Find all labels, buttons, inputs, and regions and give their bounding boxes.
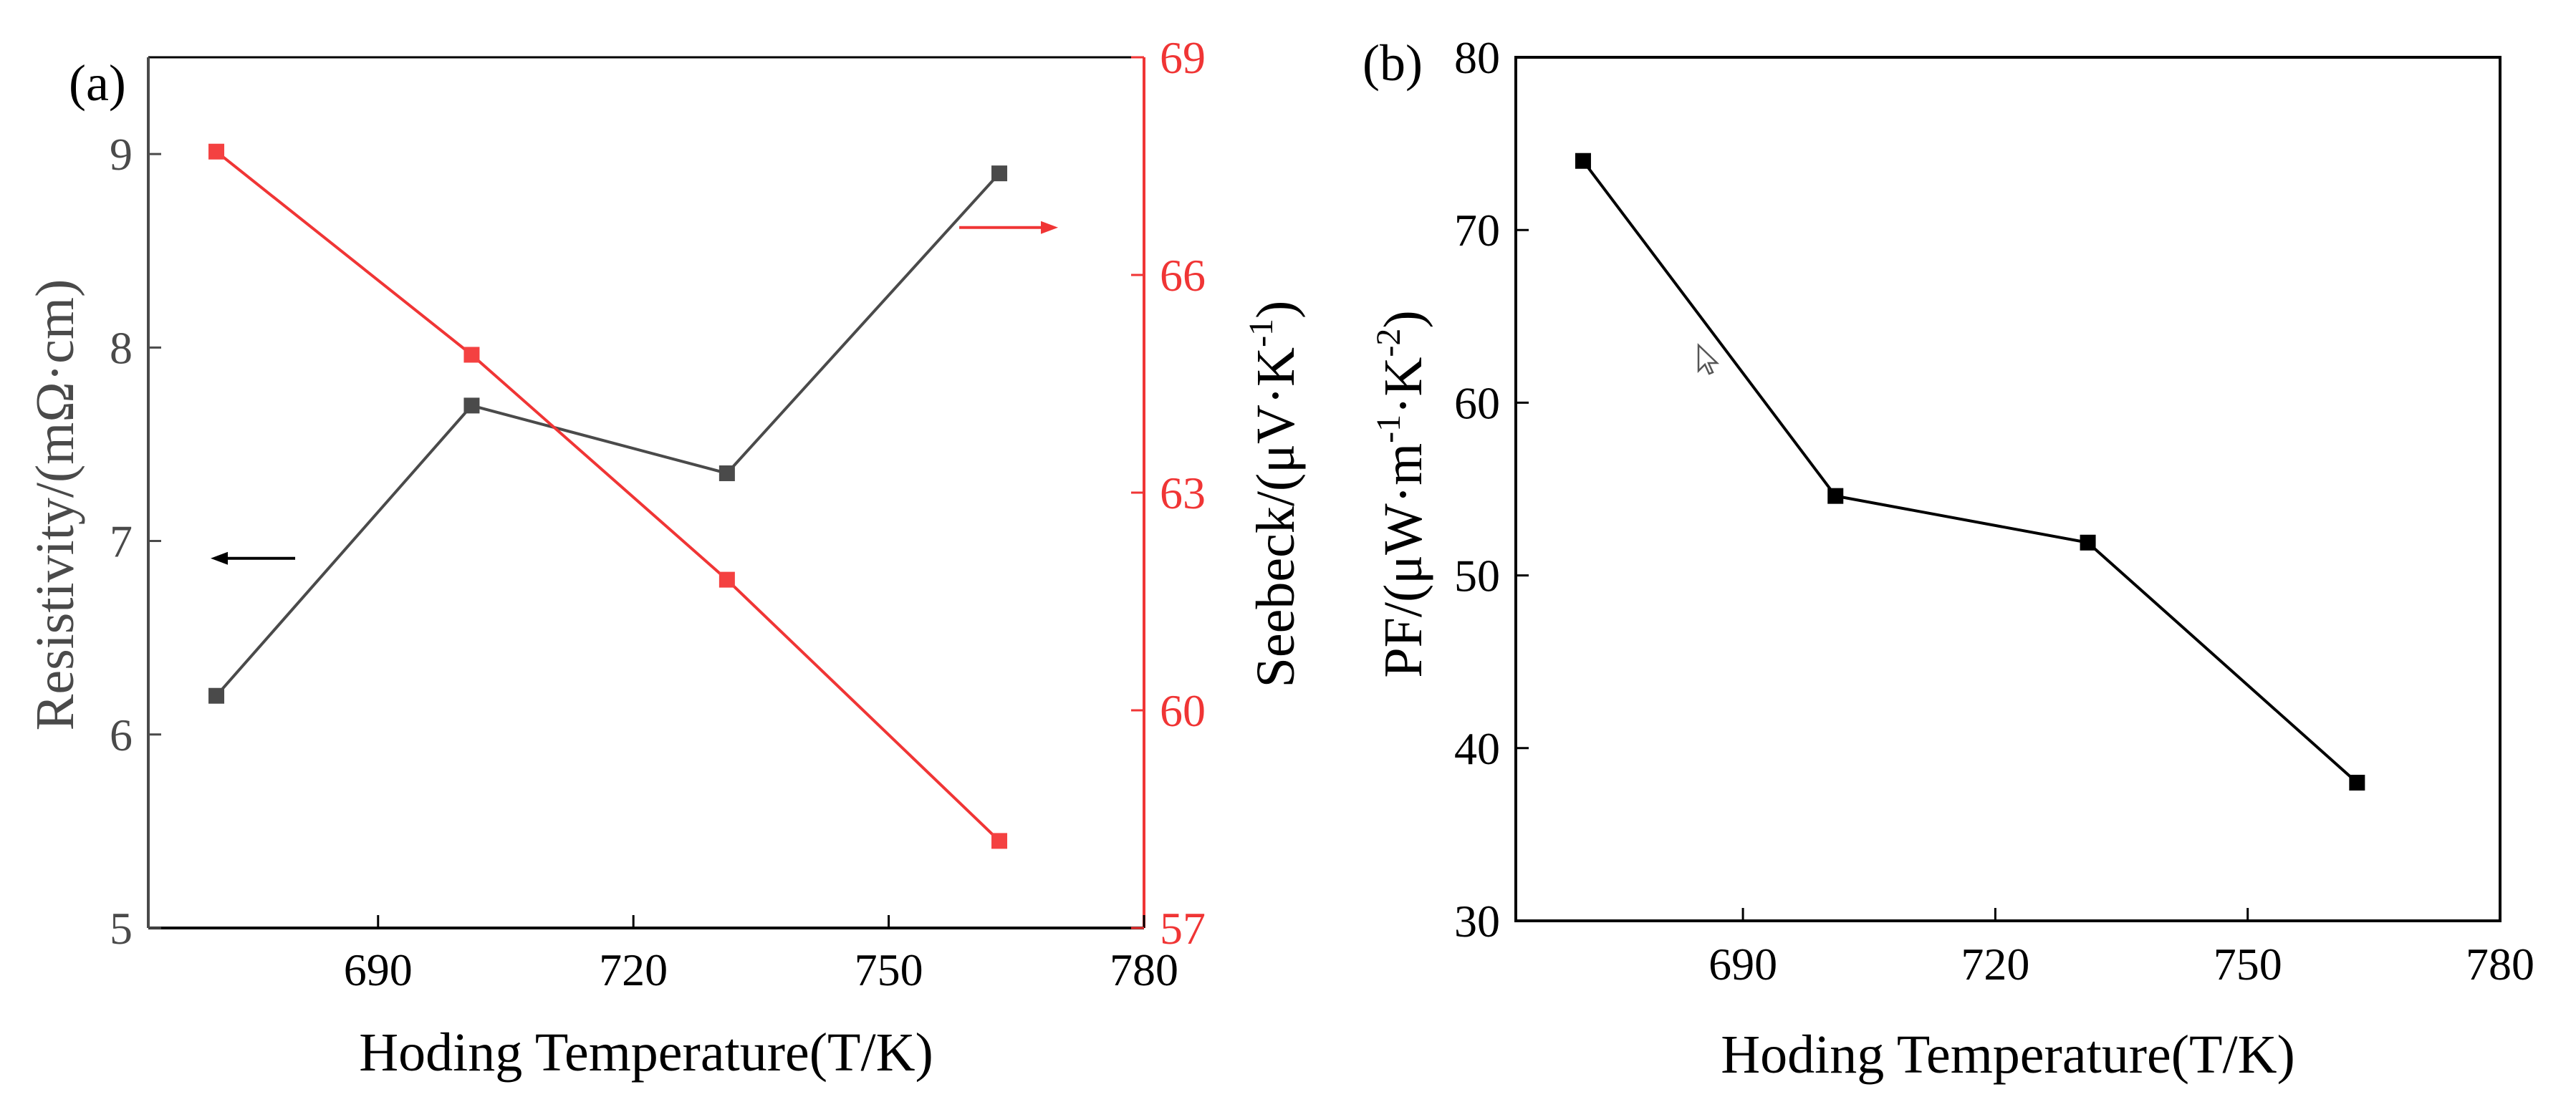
seebeck-series-line [215,150,1001,842]
pf-label-part1: PF/(μW·m [1373,443,1433,678]
panel-b-x-axis-title: Hoding Temperature(T/K) [1721,1025,2295,1085]
panel-a-annotations [211,221,1059,565]
panel-b-frame [1514,56,2501,922]
panel-a-left-tick-label: 9 [110,129,133,180]
panel-a-left-tick-label: 8 [110,322,133,373]
seebeck-label-end: ) [1246,301,1306,319]
resistivity-point [719,465,735,481]
pf-point [1827,488,1844,504]
seebeck-point [719,571,735,588]
pf-point [1575,153,1591,169]
panel-a-left-tick-label: 5 [110,903,133,954]
mouse-pointer-icon [1697,343,1720,375]
panel-b-y-tick-label: 50 [1454,551,1500,601]
panel-a-right-tick-label: 69 [1160,32,1206,83]
seebeck-axis-arrow-head [1041,221,1059,234]
resistivity-point [208,687,225,704]
panel-b-x-ticks: 690 720 750 780 [1708,908,2534,990]
pf-label-part3: ) [1373,310,1433,328]
panel-a-left-tick-label: 7 [110,516,133,567]
panel-b-label: (b) [1363,34,1423,92]
panel-b-chart: (b) 690 720 750 780 30 40 50 60 70 80 Hoding Tem… [1363,32,2534,1085]
pf-label-sup1: -1 [1370,415,1408,443]
panel-a-x-tick-label: 780 [1110,944,1178,995]
panel-a-x-tick-label: 750 [855,944,923,995]
panel-a-x-tick-label: 690 [344,944,413,995]
seebeck-point [463,347,480,363]
seebeck-point [991,833,1008,849]
panel-a-right-tick-label: 57 [1160,903,1206,954]
panel-b-y-axis-title: PF/(μW·m-1·K-2) [1370,310,1433,677]
seebeck-label-superscript: -1 [1242,319,1280,347]
panel-a-left-ticks: 5 6 7 8 9 [110,129,161,954]
panel-a-right-axis-title: Seebeck/(μV·K-1) [1242,301,1306,688]
panel-b-y-tick-label: 40 [1454,723,1500,774]
panel-a-left-axis-title: Resistivity/(mΩ·cm) [25,279,85,731]
pf-label-sup2: -2 [1370,329,1408,357]
panel-b-y-ticks: 30 40 50 60 70 80 [1454,32,1529,947]
panel-b-y-tick-label: 80 [1454,32,1500,83]
panel-b-x-tick-label: 780 [2466,939,2534,990]
panel-a-x-axis-title: Hoding Temperature(T/K) [359,1023,933,1083]
panel-a-right-ticks: 57 60 63 66 69 [1131,32,1206,954]
resistivity-series-line [215,172,1001,697]
panel-b-x-tick-label: 750 [2214,939,2282,990]
pf-series-line [1582,160,2358,784]
resistivity-point [463,397,480,414]
panel-b-x-tick-label: 690 [1708,939,1777,990]
panel-b-x-tick-label: 720 [1961,939,2029,990]
pf-label-part2: ·K [1373,357,1433,415]
panel-b-series [1575,153,2365,791]
panel-a-x-tick-label: 720 [599,944,668,995]
pf-point [2349,775,2365,791]
panel-b-y-tick-label: 30 [1454,896,1500,947]
panel-a-right-tick-label: 60 [1160,685,1206,736]
panel-a-right-tick-label: 63 [1160,468,1206,518]
panel-a-right-tick-label: 66 [1160,250,1206,301]
panel-a-x-ticks: 690 720 750 780 [344,915,1178,995]
panel-a-series [208,143,1008,849]
seebeck-label-main: Seebeck/(μV·K [1246,347,1306,688]
panel-b-y-tick-label: 60 [1454,377,1500,428]
panel-a-chart: (a) 690 720 750 780 5 6 7 8 9 57 60 63 66 69 Hoding… [25,32,1306,1083]
seebeck-point [208,143,225,160]
panel-b-y-tick-label: 70 [1454,205,1500,256]
panel-a-label: (a) [69,54,126,112]
panel-a-left-tick-label: 6 [110,710,133,760]
pf-point [2080,534,2096,551]
resistivity-point [991,165,1008,182]
resistivity-axis-arrow-head [211,551,229,565]
